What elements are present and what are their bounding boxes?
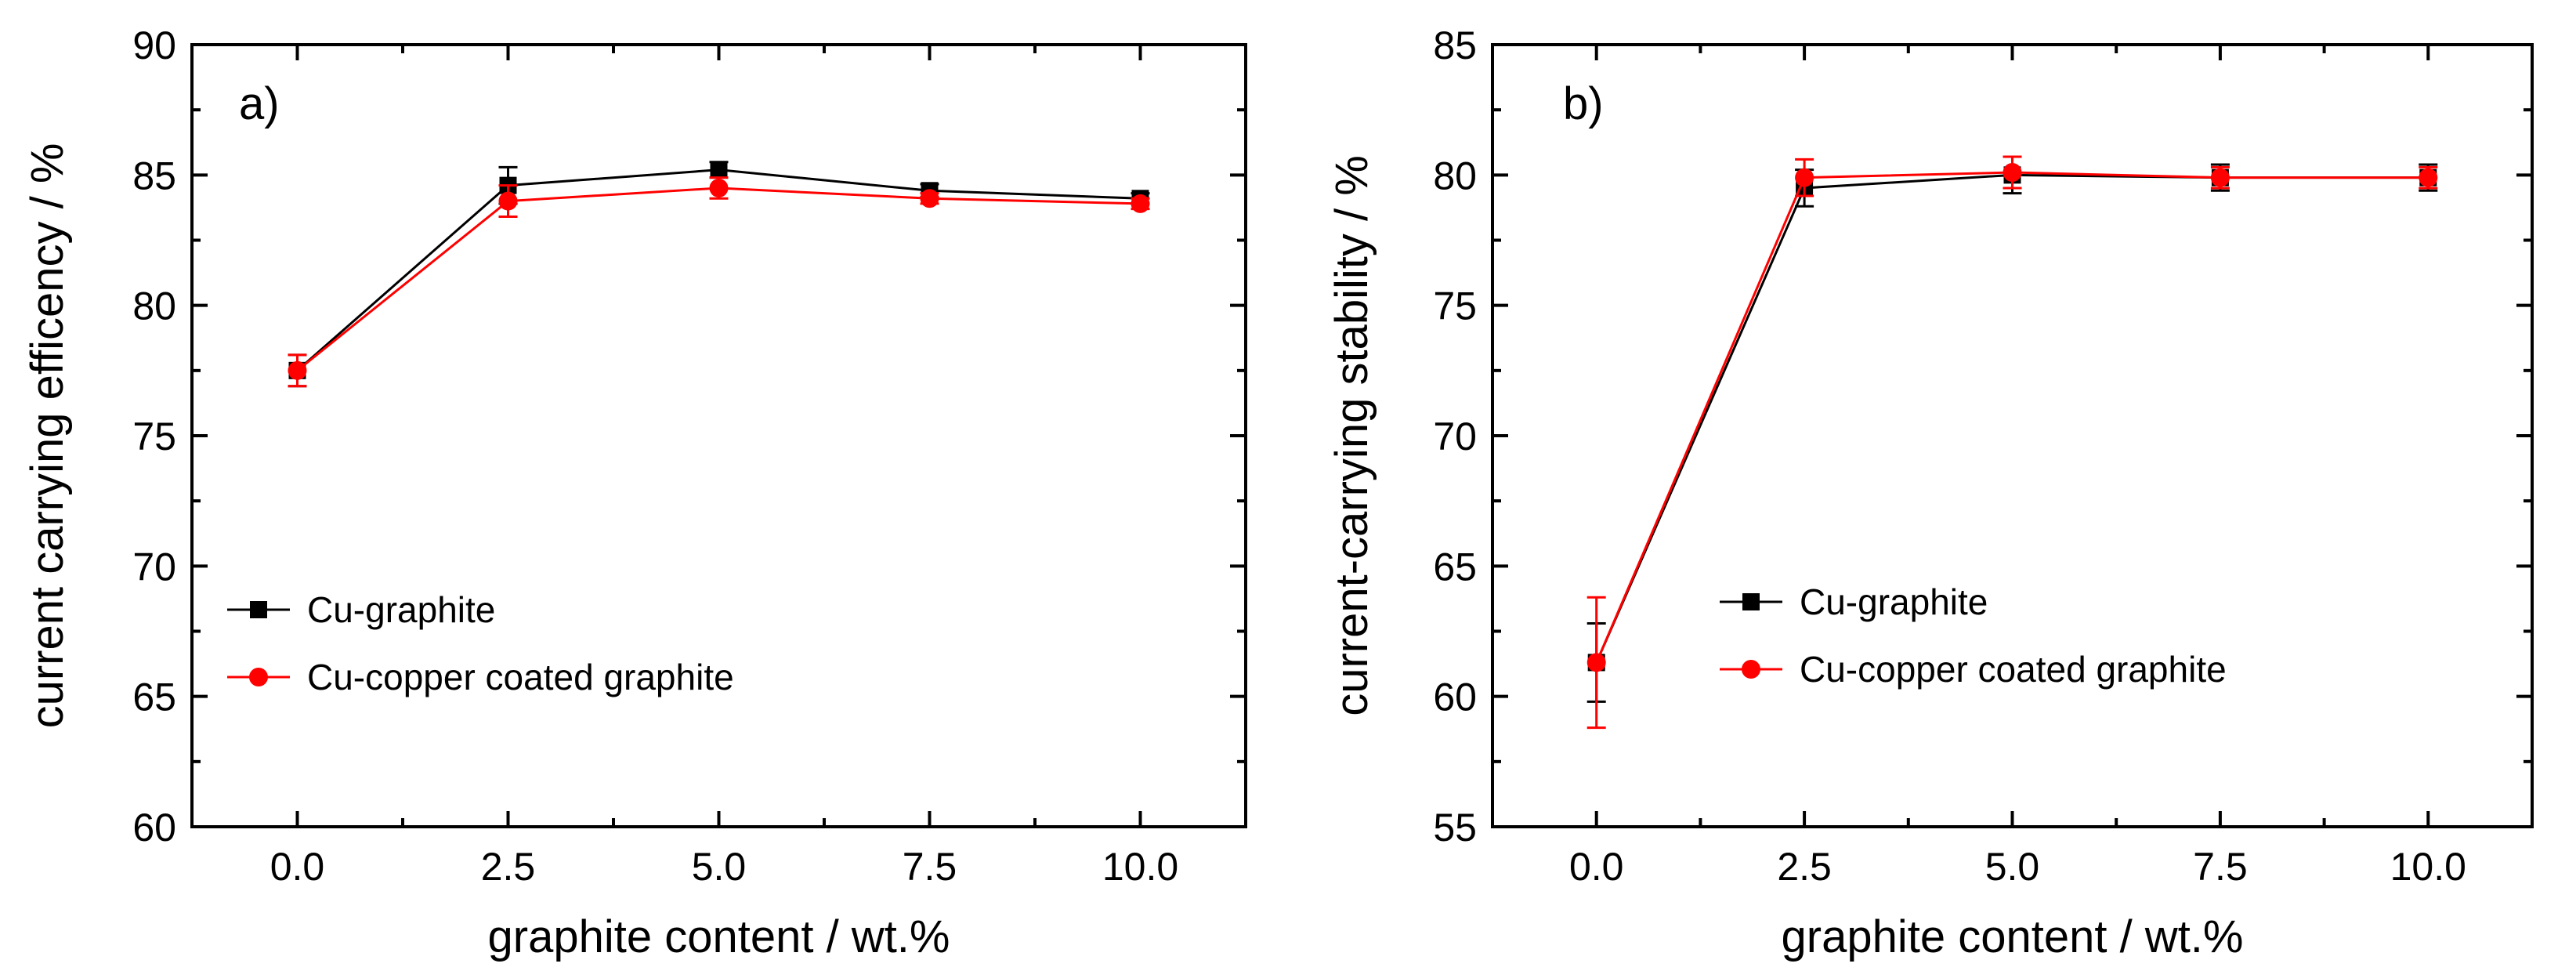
y-tick-label: 75: [132, 415, 176, 458]
y-tick-label: 60: [132, 806, 176, 849]
series-line: [1595, 171, 2429, 664]
data-point: [288, 360, 307, 380]
legend-marker: [249, 668, 268, 686]
y-tick-label: 60: [1433, 676, 1477, 719]
data-point: [2003, 163, 2022, 183]
series-cu-copper-coated-graphite: [288, 176, 1150, 388]
x-tick-label: 10.0: [2390, 845, 2466, 889]
y-tick-label: 90: [132, 24, 176, 67]
legend-label: Cu-copper coated graphite: [307, 657, 734, 697]
legend-marker: [250, 601, 267, 618]
x-tick-label: 5.0: [692, 845, 747, 889]
y-tick-label: 85: [1433, 24, 1477, 67]
series-line: [1595, 173, 2429, 664]
legend-entry: Cu-graphite: [1720, 581, 1988, 622]
data-point: [1131, 194, 1150, 213]
legend-entry: Cu-graphite: [227, 589, 495, 630]
data-point: [2419, 168, 2438, 187]
y-tick-label: 75: [1433, 284, 1477, 328]
legend-label: Cu-graphite: [1800, 581, 1988, 622]
x-axis-title: graphite content / wt.%: [488, 911, 950, 962]
data-point: [710, 161, 728, 179]
data-point: [1795, 168, 1814, 187]
legend-label: Cu-copper coated graphite: [1800, 649, 2227, 690]
legend-label: Cu-graphite: [307, 589, 495, 630]
panel-label: b): [1563, 78, 1604, 129]
y-axis-title: current carrying efficency / %: [22, 143, 73, 729]
x-axis-title: graphite content / wt.%: [1782, 911, 2244, 962]
y-axis-title: current-carrying stability / %: [1326, 155, 1377, 716]
x-tick-label: 7.5: [2193, 845, 2248, 889]
panel-label: a): [239, 78, 280, 129]
y-tick-label: 70: [1433, 415, 1477, 458]
x-tick-label: 7.5: [903, 845, 957, 889]
y-tick-label: 65: [132, 676, 176, 719]
chart-panel-b: 55 60 65 70 75 80 85 0.0 2.5 5.0 7.5 10.0 graphite c…: [1326, 24, 2534, 962]
chart-panel-a: 60 65 70 75 80 85 90 0.0 2.5 5.0 7.5 10.0 graphite c…: [22, 24, 1247, 962]
y-tick-label: 85: [132, 154, 176, 197]
y-tick-label: 55: [1433, 806, 1477, 849]
x-tick-label: 10.0: [1102, 845, 1178, 889]
data-point: [709, 178, 729, 197]
legend-entry: Cu-copper coated graphite: [227, 657, 734, 697]
data-point: [920, 189, 939, 208]
x-tick-label: 5.0: [1985, 845, 2040, 889]
series-line: [296, 187, 1141, 372]
x-tick-label: 2.5: [481, 845, 536, 889]
y-tick-label: 70: [132, 545, 176, 589]
data-point: [1586, 653, 1606, 672]
data-point: [498, 191, 518, 211]
y-tick-label: 65: [1433, 545, 1477, 589]
legend-marker: [1742, 593, 1760, 610]
y-tick-label: 80: [132, 284, 176, 328]
series-cu-copper-coated-graphite: [1586, 155, 2438, 730]
y-tick-label: 80: [1433, 154, 1477, 197]
x-tick-label: 0.0: [270, 845, 325, 889]
legend-entry: Cu-copper coated graphite: [1720, 649, 2227, 690]
data-point: [2210, 168, 2230, 187]
legend-marker: [1742, 660, 1760, 679]
series-cu-graphite: [1586, 155, 2438, 703]
x-tick-label: 2.5: [1777, 845, 1832, 889]
x-tick-label: 0.0: [1569, 845, 1624, 889]
